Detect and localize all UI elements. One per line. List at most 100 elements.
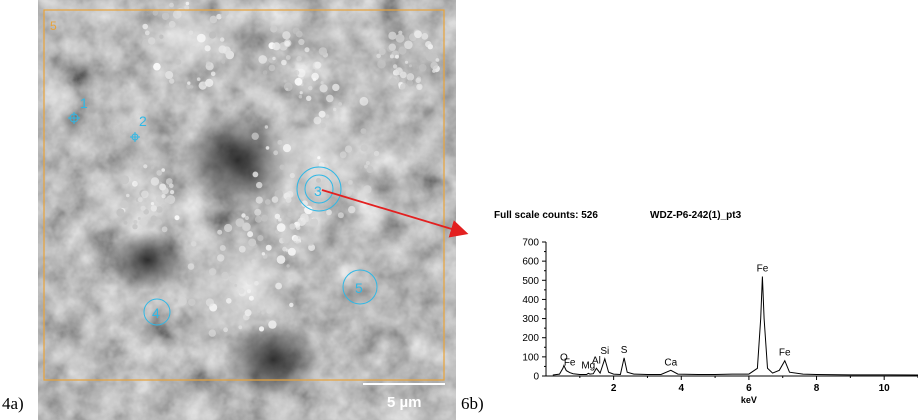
particle [255,196,263,204]
particle [185,1,190,6]
particle [404,60,409,64]
particle [414,30,422,39]
x-tick-label: 10 [879,383,891,394]
particle [293,235,302,244]
particle [317,156,321,160]
particle [258,326,265,332]
particle [242,222,251,231]
spectrum-series [552,276,918,376]
particle [359,96,369,106]
particle [287,211,293,218]
particle [275,282,282,290]
particle [284,40,291,47]
particle [282,31,291,40]
particle [421,33,429,40]
particle [132,180,138,187]
particle [217,254,225,262]
particle [133,220,138,224]
x-axis-label: keV [741,395,757,405]
y-tick-label: 700 [522,238,539,249]
particle [258,55,267,64]
particle [172,9,182,19]
particle [140,205,146,211]
particle [345,189,353,197]
particle [282,246,287,252]
particle [298,94,303,99]
particle [189,45,197,53]
particle [205,78,214,87]
particle [210,71,216,77]
particle [120,200,129,209]
particle [348,205,356,214]
y-tick-label: 500 [522,276,539,287]
particle [247,231,254,238]
particle [235,218,245,227]
particle [325,114,330,119]
particle [389,54,394,59]
particle [316,177,321,183]
point-marker-1 [68,112,80,124]
panel-label-6b: 6b) [461,394,484,413]
peak-label: Ca [664,357,677,368]
particle [209,31,217,39]
spectrum-line [552,276,918,376]
particle [154,212,159,216]
particle [268,320,277,329]
point-marker-2 [130,132,140,142]
particle [409,64,412,68]
particle [224,223,233,233]
particle [332,83,340,92]
particle [365,161,370,165]
particle [320,123,326,129]
particle [252,171,259,178]
particle [168,20,176,28]
particle [190,85,194,89]
particle [308,85,313,91]
particle [244,215,249,221]
particle [272,42,281,51]
frame-label: 5 [50,19,57,33]
particle [415,77,421,84]
particle [432,69,436,73]
particle [261,311,265,315]
particle [174,215,180,221]
particle [209,15,218,24]
particle [398,30,403,35]
particle [155,218,162,226]
particle [425,52,434,61]
particle [304,205,313,215]
particle [264,125,269,129]
particle [221,9,229,16]
particle [256,181,263,189]
particle [398,46,407,55]
particle [218,45,227,54]
particle [225,50,235,60]
particle [301,200,308,207]
particle [377,59,386,69]
particle [338,102,343,106]
x-tick-label: 2 [611,383,617,394]
peak-label: S [621,345,628,356]
particle [241,213,246,218]
particle [425,41,432,48]
particle [360,144,368,152]
particle [435,58,440,62]
particle [270,25,278,33]
particle [416,83,423,91]
particle [337,212,344,219]
point-label-4: 4 [152,305,160,321]
particle [309,218,319,227]
particle [333,107,337,112]
particle [279,164,285,170]
particle [120,175,130,185]
particle [244,309,252,317]
particle [277,139,283,145]
particle [430,61,439,70]
particle [286,264,290,268]
particle [150,205,158,212]
particle [238,325,243,330]
particle [289,223,296,230]
particle [273,150,279,156]
particle [388,31,397,40]
